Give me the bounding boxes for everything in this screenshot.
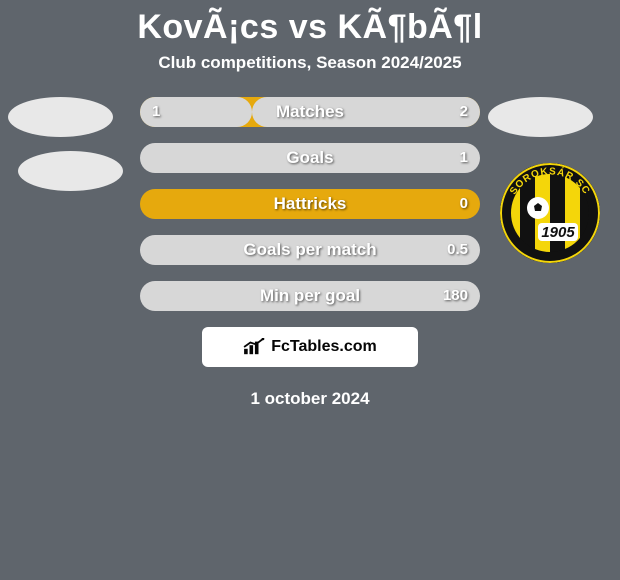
footer-date: 1 october 2024: [0, 389, 620, 409]
stat-bar-label: Goals per match: [140, 235, 480, 265]
stat-bar: Matches1 2: [140, 97, 480, 127]
team-left-avatar: [18, 151, 123, 191]
bar-chart-icon: [243, 338, 265, 356]
page-subtitle: Club competitions, Season 2024/2025: [0, 53, 620, 73]
comparison-infographic: KovÃ¡cs vs KÃ¶bÃ¶l Club competitions, Se…: [0, 0, 620, 580]
stat-bar: Min per goal180: [140, 281, 480, 311]
stat-bar-left-value: 1: [152, 97, 160, 127]
stat-bar-right-value: 0: [460, 189, 468, 219]
player-left-avatar: [8, 97, 113, 137]
team-right-emblem: SOROKSÁR SC 1905: [500, 163, 600, 263]
stat-bar-right-value: 0.5: [447, 235, 468, 265]
stat-bar-label: Hattricks: [140, 189, 480, 219]
player-right-avatar: [488, 97, 593, 137]
stat-bar-label: Matches: [140, 97, 480, 127]
fctables-label: FcTables.com: [271, 338, 377, 356]
stat-bar: Goals per match0.5: [140, 235, 480, 265]
stat-bar-right-value: 2: [460, 97, 468, 127]
stat-bar-right-value: 180: [443, 281, 468, 311]
svg-text:1905: 1905: [541, 224, 575, 241]
stat-bar-label: Min per goal: [140, 281, 480, 311]
fctables-badge: FcTables.com: [202, 327, 418, 367]
bars-section: Matches12Goals1Hattricks0Goals per match…: [0, 97, 620, 311]
stat-bar-right-value: 1: [460, 143, 468, 173]
stat-bar: Hattricks0: [140, 189, 480, 219]
stat-bar: Goals1: [140, 143, 480, 173]
page-title: KovÃ¡cs vs KÃ¶bÃ¶l: [0, 0, 620, 47]
stat-bar-label: Goals: [140, 143, 480, 173]
